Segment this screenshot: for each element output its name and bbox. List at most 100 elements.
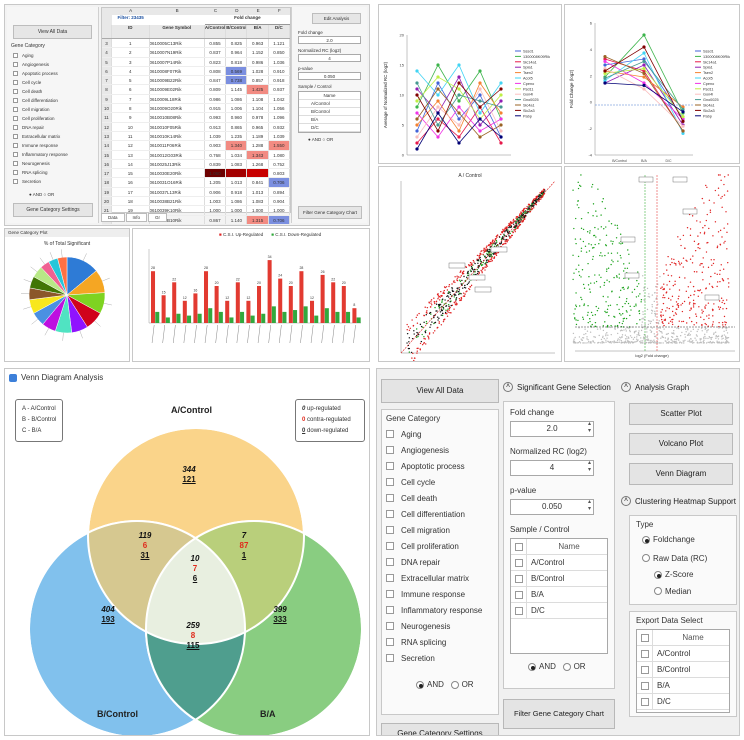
category-item[interactable]: Cell death	[13, 87, 98, 96]
sample-row[interactable]: B/Control	[511, 571, 607, 587]
table-cell[interactable]: 0.818	[226, 57, 248, 66]
category-item[interactable]: Angiogenesis	[13, 60, 98, 69]
table-row[interactable]: 6 4 0610008F07Rik 0.808 0.569 1.028 0.910	[102, 66, 291, 77]
checkbox-icon[interactable]	[13, 98, 18, 103]
table-cell[interactable]: 1.086	[226, 197, 248, 206]
significant-gene-header[interactable]: ˄ Significant Gene Selection	[503, 379, 615, 395]
checkbox[interactable]	[511, 571, 527, 586]
category-item[interactable]: RNA splicing	[13, 168, 98, 177]
table-cell[interactable]: 0.831	[205, 224, 227, 225]
table-cell[interactable]: 1.104	[247, 104, 269, 113]
table-cell[interactable]: 0.993	[205, 113, 227, 122]
table-cell[interactable]: 1.104	[269, 224, 291, 225]
table-cell[interactable]: 1.042	[269, 94, 291, 104]
sample-row[interactable]: D/C	[637, 694, 729, 710]
table-cell[interactable]: 1.189	[247, 131, 269, 141]
table-cell[interactable]: 0.986	[247, 57, 269, 66]
view-all-data-button[interactable]: View All Data	[381, 379, 499, 403]
filter-gene-category-chart-button[interactable]: Filter Gene Category Chart	[503, 699, 615, 729]
checkbox-icon[interactable]	[13, 170, 18, 175]
checkbox-icon[interactable]	[13, 89, 18, 94]
category-item[interactable]: Inflammatory response	[386, 602, 498, 618]
table-row[interactable]: 18 16 0610031O16Rik 1.205 1.013 0.841 0.706	[102, 178, 291, 188]
table-cell[interactable]: 1.006	[226, 104, 248, 113]
table-cell[interactable]: 0.706	[268, 178, 291, 187]
category-item[interactable]: Cell cycle	[386, 474, 498, 490]
table-cell[interactable]: 0610009E02Rik	[150, 85, 205, 94]
table-cell[interactable]: 1.000	[269, 206, 291, 215]
table-row[interactable]: 4 2 0610007N19Rik 0.837 0.964 1.152 0.850	[102, 48, 291, 58]
fold-change-input[interactable]: 2.0	[510, 421, 594, 437]
table-cell[interactable]: 1.060	[204, 169, 227, 178]
checkbox-icon[interactable]	[13, 143, 18, 148]
table-cell[interactable]: 0.855	[205, 39, 227, 48]
checkbox-icon[interactable]	[386, 494, 394, 502]
checkbox-icon[interactable]	[13, 161, 18, 166]
table-cell[interactable]: 14	[112, 159, 150, 169]
table-cell[interactable]: 0.752	[269, 159, 291, 169]
category-item[interactable]: Secretion	[13, 177, 98, 186]
table-cell[interactable]: 1.121	[269, 39, 291, 48]
table-cell[interactable]: 9	[112, 113, 150, 122]
table-cell[interactable]: 1.034	[226, 150, 248, 159]
category-item[interactable]: Cell differentiation	[386, 506, 498, 522]
table-cell[interactable]: 0.865	[226, 122, 248, 131]
checkbox[interactable]	[511, 587, 527, 602]
table-cell[interactable]: 0.841	[247, 178, 269, 187]
column-header[interactable]: B/A	[247, 25, 269, 38]
checkbox-icon[interactable]	[13, 125, 18, 130]
table-cell[interactable]: 1.145	[226, 85, 248, 94]
column-header[interactable]: Gene Symbol	[150, 25, 205, 38]
table-cell[interactable]: 1.083	[226, 159, 248, 169]
table-cell[interactable]: 0.918	[226, 187, 248, 197]
table-cell[interactable]: 1.096	[269, 113, 291, 122]
table-cell[interactable]: 0.809	[205, 85, 227, 94]
checkbox[interactable]	[637, 662, 653, 677]
and-radio[interactable]: AND	[416, 680, 444, 689]
table-cell[interactable]: 0610007P14Rik	[150, 57, 205, 66]
table-cell[interactable]: 0.839	[205, 159, 227, 169]
table-row[interactable]: 11 9 0610010B08Rik 0.993 0.960 0.978 1.096	[102, 113, 291, 123]
category-item[interactable]: Apoptotic process	[386, 458, 498, 474]
table-row[interactable]: 20 18 0610038B21Rik 1.003 1.086 1.083 0.904	[102, 197, 291, 207]
table-cell[interactable]: 0.857	[247, 76, 269, 85]
collapse-icon[interactable]: ˄	[503, 382, 513, 392]
checkbox[interactable]	[511, 555, 527, 570]
table-cell[interactable]: 0.768	[205, 150, 227, 159]
table-row[interactable]: 15 13 0610012G03Rik 0.768 1.034 1.343 1.080	[102, 150, 291, 160]
checkbox-icon[interactable]	[13, 179, 18, 184]
table-cell[interactable]: 15	[112, 169, 150, 178]
category-item[interactable]: RNA splicing	[386, 634, 498, 650]
table-cell[interactable]: 0.867	[205, 215, 227, 224]
table-cell[interactable]: 0610037L13Rik	[150, 187, 205, 197]
table-cell[interactable]: 0.706	[268, 215, 291, 224]
table-cell[interactable]: 0610040J01Rik	[150, 224, 205, 225]
column-header[interactable]: ID	[112, 25, 150, 38]
table-cell[interactable]: 16	[112, 178, 150, 187]
checkbox-icon[interactable]	[13, 62, 18, 67]
table-cell[interactable]: 0610031O16Rik	[150, 178, 205, 187]
zscore-radio[interactable]: Z-Score	[654, 570, 693, 579]
category-item[interactable]: Aging	[13, 51, 98, 60]
table-cell[interactable]: 0.915	[205, 104, 227, 113]
table-cell[interactable]: 5	[112, 76, 150, 85]
category-item[interactable]: DNA repair	[13, 123, 98, 132]
checkbox-icon[interactable]	[386, 510, 394, 518]
table-cell[interactable]: 1.205	[205, 178, 227, 187]
checkbox-icon[interactable]	[386, 462, 394, 470]
table-cell[interactable]: 1.028	[247, 66, 269, 76]
collapse-icon[interactable]: ˄	[621, 496, 631, 506]
gene-category-settings-button[interactable]: Gene Category Settings	[381, 723, 499, 735]
edit-analysis-button[interactable]: Edit Analysis	[312, 13, 361, 24]
table-row[interactable]: 5 3 0610007P14Rik 0.823 0.818 0.986 1.036	[102, 57, 291, 67]
median-radio[interactable]: Median	[654, 587, 691, 596]
table-cell[interactable]: 0.913	[205, 122, 227, 131]
table-row[interactable]: 8 6 0610009E02Rik 0.809 1.145 1.425 0.937	[102, 85, 291, 95]
category-item[interactable]: Extracellular matrix	[386, 570, 498, 586]
sheet-tab[interactable]: Gr	[148, 213, 168, 222]
checkbox-icon[interactable]	[386, 478, 394, 486]
table-cell[interactable]: 1.056	[269, 104, 291, 113]
table-cell[interactable]: 6	[112, 85, 150, 94]
table-cell[interactable]	[226, 169, 248, 178]
table-cell[interactable]: 0.963	[247, 39, 269, 48]
